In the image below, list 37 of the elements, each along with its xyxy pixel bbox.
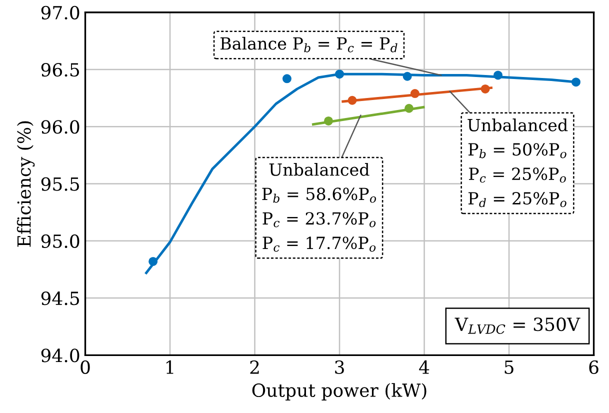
point — [494, 70, 503, 80]
annotation: Unbalanced — [468, 118, 568, 132]
point — [402, 72, 412, 81]
annotation: P$_{c}$ = 23.7%P$_{o}$ — [262, 212, 376, 228]
x-tick-label: 2 — [250, 360, 259, 374]
y-axis-title: Efficiency (%) — [16, 121, 35, 247]
point — [335, 70, 344, 79]
y-tick-label: 96.5 — [41, 62, 80, 77]
point — [404, 104, 414, 113]
x-axis-title: Output power (kW) — [252, 383, 426, 401]
point — [324, 116, 333, 126]
annotation: P$_{c}$ = 25%P$_{o}$ — [469, 168, 566, 183]
annotation: P$_{c}$ = 17.7%P$_{o}$ — [262, 236, 376, 252]
y-tick-label: 96.0 — [41, 120, 80, 134]
point — [348, 96, 357, 105]
x-tick-label: 1 — [166, 360, 174, 374]
y-tick-label: 95.0 — [41, 234, 80, 248]
x-tick-label: 4 — [419, 360, 430, 374]
annotation: P$_{b}$ = 50%P$_{o}$ — [468, 143, 566, 158]
x-tick-label: 6 — [589, 360, 598, 374]
annotation: V$_{LVDC}$ = 350V — [454, 317, 580, 334]
point — [148, 256, 158, 266]
annotation: Balance P$_{b}$ = P$_{c}$ = P$_{d}$ — [220, 36, 398, 52]
x-tick-label: 0 — [80, 360, 90, 374]
y-tick-label: 94.5 — [41, 292, 80, 306]
x-tick-label: 3 — [335, 360, 344, 374]
point — [282, 74, 292, 84]
annotation: Unbalanced — [269, 163, 370, 176]
y-tick-label: 95.5 — [41, 177, 80, 191]
point — [571, 78, 580, 87]
x-tick-label: 5 — [504, 360, 514, 374]
y-tick-label: 94.0 — [41, 348, 80, 362]
point — [410, 89, 420, 98]
point — [480, 84, 490, 94]
annotation: P$_{d}$ = 25%P$_{o}$ — [468, 192, 566, 208]
annotation: P$_{b}$ = 58.6%P$_{o}$ — [262, 188, 376, 203]
y-tick-label: 97.0 — [41, 6, 80, 20]
